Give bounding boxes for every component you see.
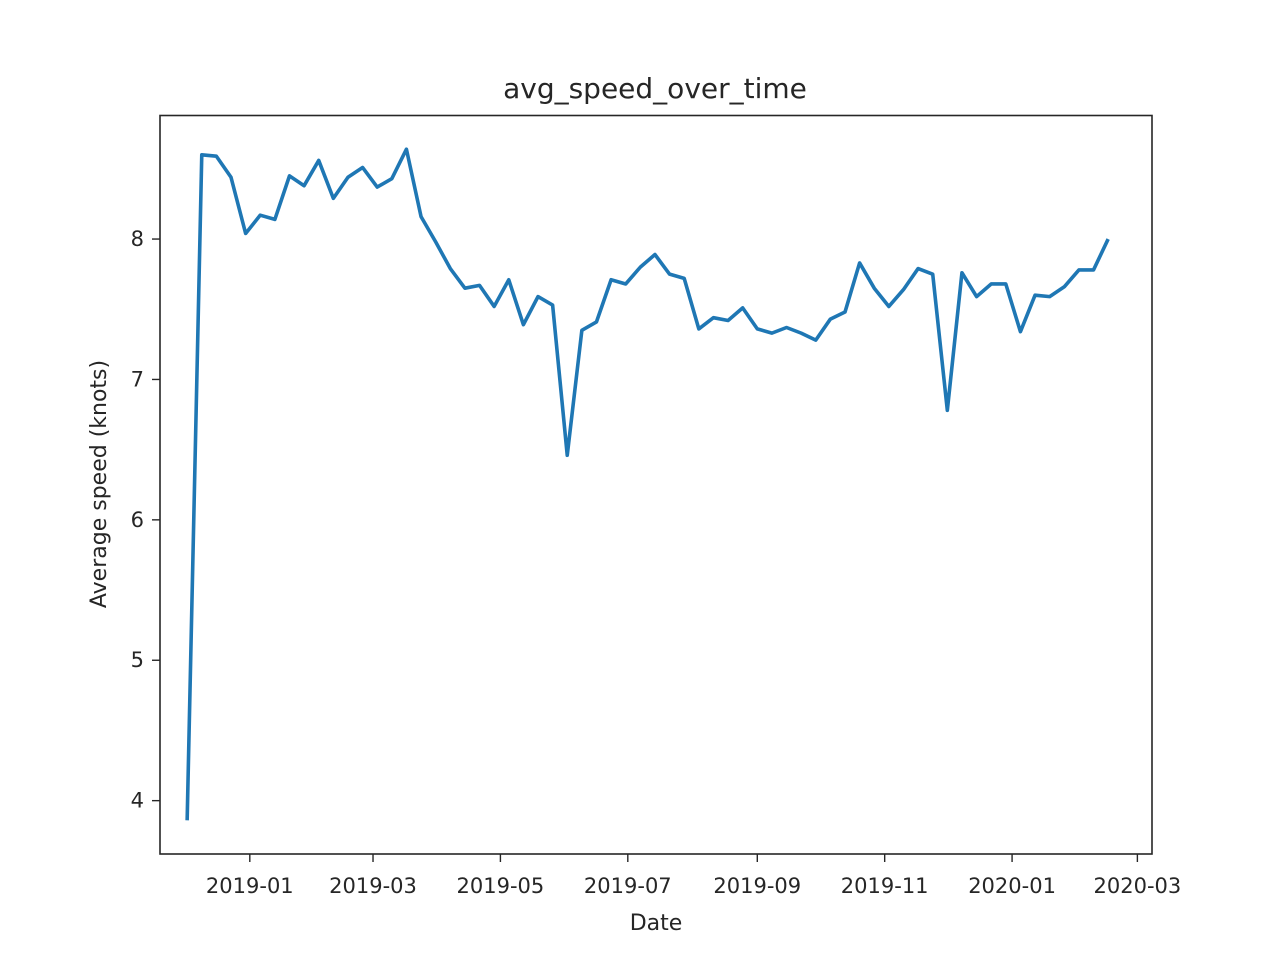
x-tick-label: 2019-07 [584, 874, 672, 898]
x-tick-label: 2019-05 [457, 874, 545, 898]
x-tick-label: 2020-03 [1094, 874, 1182, 898]
y-tick-label: 6 [131, 508, 144, 532]
y-axis: 4 5 6 7 8 [131, 227, 160, 813]
x-tick-label: 2019-11 [841, 874, 929, 898]
x-tick-label: 2019-09 [713, 874, 801, 898]
y-tick-label: 4 [131, 789, 144, 813]
plot-area [159, 114, 1153, 855]
y-axis-label: Average speed (knots) [87, 360, 112, 608]
x-axis: 2019-01 2019-03 2019-05 2019-07 2019-09 2019-… [206, 854, 1181, 898]
x-axis-label: Date [630, 911, 683, 936]
y-tick-label: 8 [131, 227, 144, 251]
x-tick-label: 2020-01 [968, 874, 1056, 898]
x-tick-label: 2019-01 [206, 874, 294, 898]
chart-title: avg_speed_over_time [503, 72, 807, 105]
y-tick-label: 5 [131, 648, 144, 672]
y-tick-label: 7 [131, 367, 144, 391]
series-line [185, 147, 1110, 821]
plot-frame [159, 114, 1153, 855]
x-tick-label: 2019-03 [329, 874, 417, 898]
